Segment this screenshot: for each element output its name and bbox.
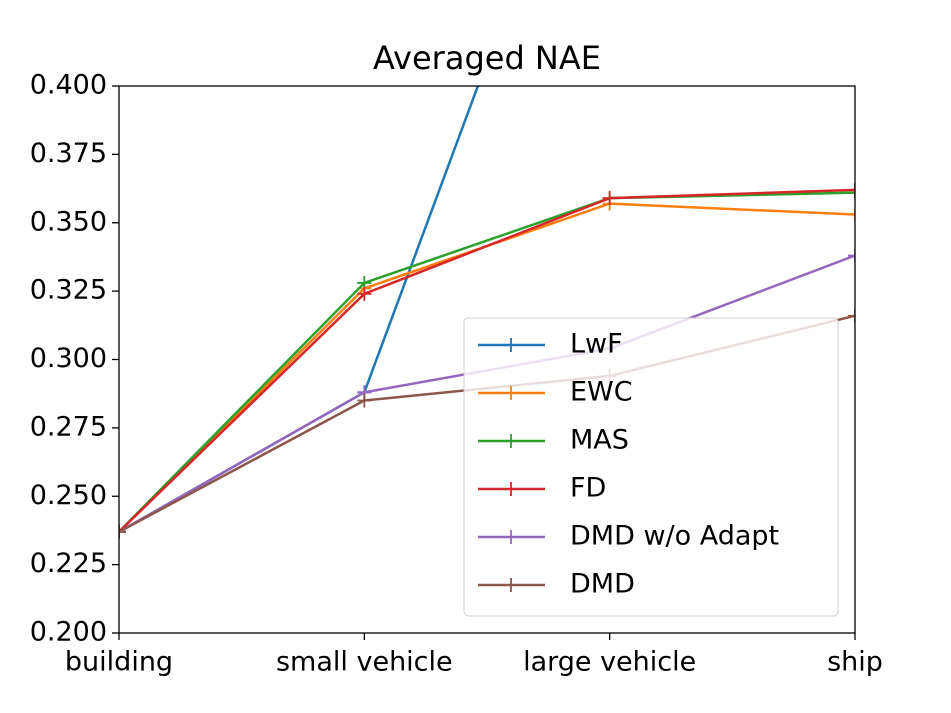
- legend-box: [463, 317, 839, 617]
- legend-marker: [504, 434, 518, 448]
- y-tick-label: 0.400: [30, 70, 107, 101]
- legend-label: MAS: [570, 425, 629, 456]
- y-tick-label: 0.350: [30, 206, 107, 237]
- y-tick-label: 0.275: [30, 411, 107, 442]
- legend-label: DMD w/o Adapt: [570, 521, 779, 552]
- legend-marker: [504, 578, 518, 592]
- legend-label: FD: [570, 473, 606, 504]
- point-marker: [119, 524, 126, 539]
- x-tick-label: building: [65, 647, 173, 678]
- y-tick-label: 0.375: [30, 138, 107, 169]
- y-tick-label: 0.200: [30, 617, 107, 648]
- chart-title: Averaged NAE: [373, 39, 601, 77]
- y-tick-label: 0.225: [30, 548, 107, 579]
- legend-marker: [504, 338, 518, 352]
- point-marker: [848, 182, 855, 197]
- x-tick-label: small vehicle: [276, 647, 453, 678]
- point-marker: [848, 207, 855, 222]
- legend-marker: [504, 530, 518, 544]
- legend-marker: [504, 386, 518, 400]
- point-marker: [357, 286, 372, 301]
- series-line: [119, 191, 855, 533]
- point-marker: [848, 185, 855, 200]
- y-tick-label: 0.300: [30, 343, 107, 374]
- y-tick-label: 0.250: [30, 480, 107, 511]
- x-tick-label: large vehicle: [523, 647, 696, 678]
- legend-label: EWC: [570, 377, 633, 408]
- point-marker: [848, 248, 855, 263]
- point-marker: [357, 393, 372, 408]
- legend-label: DMD: [570, 569, 635, 600]
- y-tick-label: 0.325: [30, 275, 107, 306]
- legend-label: LwF: [570, 329, 623, 360]
- series-line: [119, 188, 855, 533]
- point-marker: [602, 191, 617, 206]
- point-marker: [848, 308, 855, 323]
- legend-marker: [504, 482, 518, 496]
- x-tick-label: ship: [827, 647, 883, 678]
